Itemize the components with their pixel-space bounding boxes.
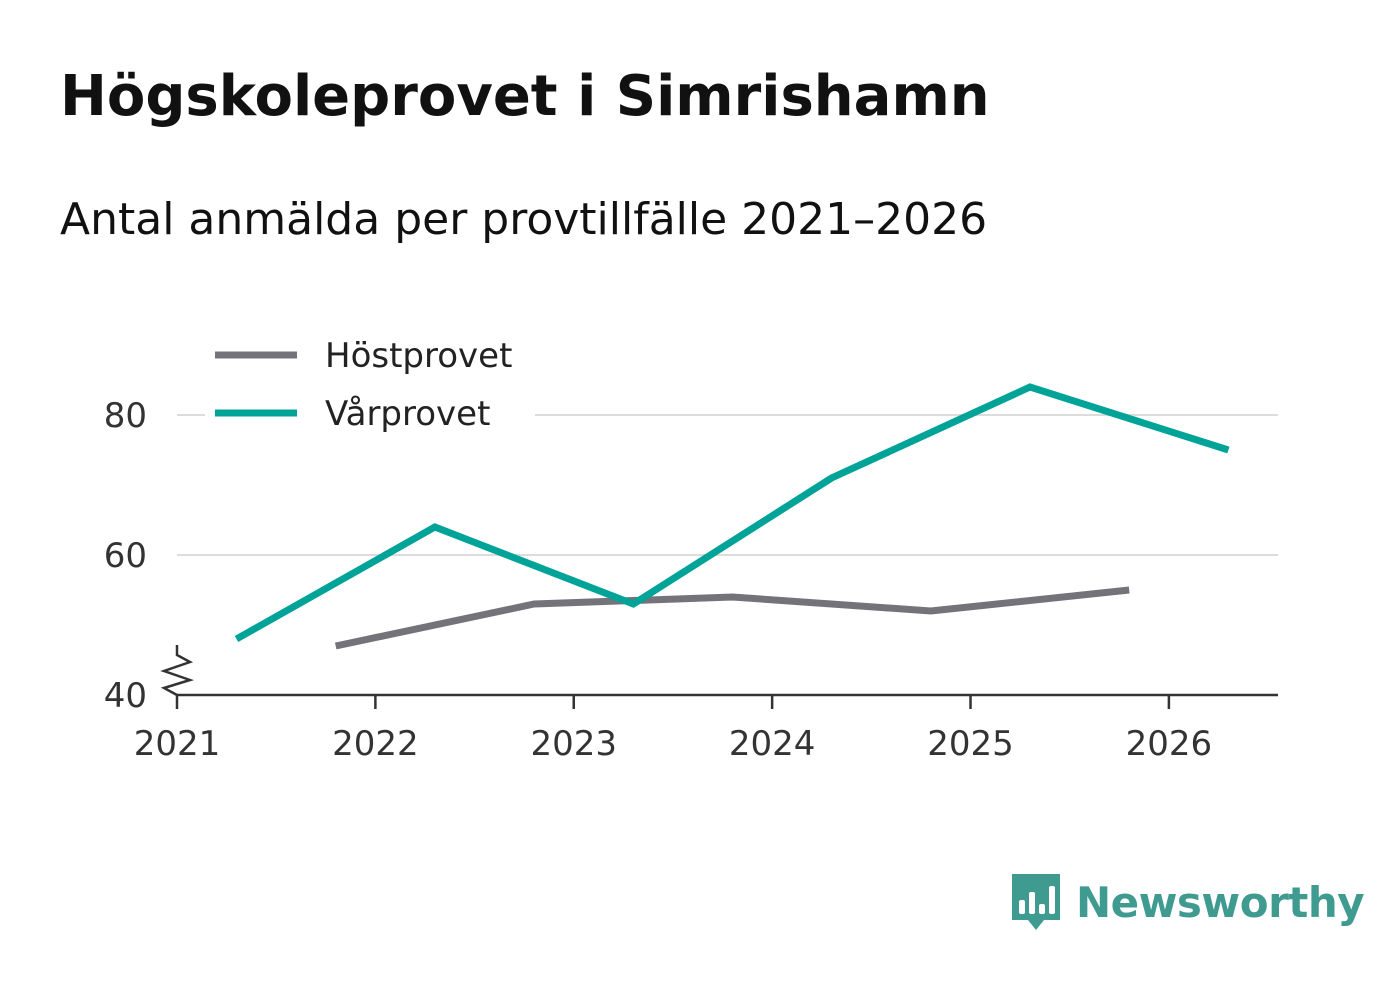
legend-label: Höstprovet: [325, 336, 512, 376]
series-lines: [234, 383, 1230, 650]
newsworthy-brand: Newsworthy: [1010, 872, 1365, 942]
legend-background: [205, 325, 535, 445]
x-tick-label: 2025: [927, 724, 1014, 764]
series-line-höstprovet: [334, 586, 1130, 650]
x-tick-label: 2024: [729, 724, 816, 764]
x-tick-label: 2022: [332, 724, 419, 764]
y-tick-label: 60: [104, 536, 147, 576]
y-axis-break-icon: [160, 645, 195, 697]
series-line-vårprovet: [234, 383, 1230, 643]
x-tick-label: 2023: [530, 724, 617, 764]
y-tick-label: 40: [104, 676, 147, 716]
chart-subtitle: Antal anmälda per provtillfälle 2021–202…: [60, 194, 988, 245]
newsworthy-logo-icon: [1012, 874, 1060, 930]
axes: 40 60 80 2021 2022 2023 2024 2025 2026: [104, 396, 1278, 764]
legend: Höstprovet Vårprovet: [205, 325, 535, 445]
chart-title: Högskoleprovet i Simrishamn: [60, 64, 990, 129]
x-tick-label: 2021: [134, 724, 221, 764]
x-tick-label: 2026: [1126, 724, 1213, 764]
y-tick-label: 80: [104, 396, 147, 436]
brand-name: Newsworthy: [1076, 878, 1365, 927]
legend-label: Vårprovet: [325, 394, 490, 434]
